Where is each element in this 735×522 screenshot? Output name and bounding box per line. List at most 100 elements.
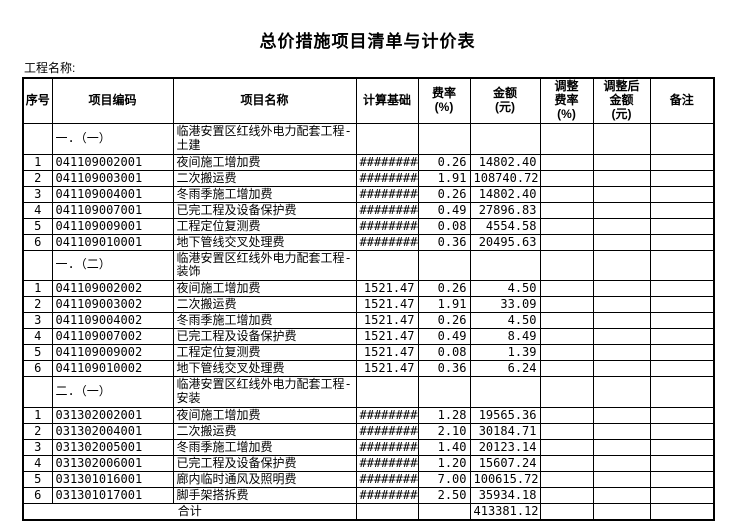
section-row: 一.（一） 临港安置区红线外电力配套工程-土建 [22,123,715,155]
cell-note [649,360,715,378]
cell-rate [417,376,471,408]
table-row: 2 041109003002 二次搬运费 1521.47 1.91 33.09 [22,296,715,314]
cell-seq: 3 [22,185,53,203]
cell-note [649,344,715,362]
table-row: 5031301016001廊内临时通风及照明费#########7.001006… [22,470,715,488]
cell-basis: 1521.47 [355,296,419,314]
cell-amount: 4.50 [469,280,541,298]
cell-seq: 4 [22,328,53,346]
cell-note [649,201,715,219]
cell-basis: ######### [355,233,419,251]
cell-adj-amount [592,438,651,456]
cell-code: 031301016001 [51,470,174,488]
cell-note [649,296,715,314]
cell-rate: 1.40 [417,438,471,456]
cell-seq: 2 [22,296,53,314]
cell-basis: ######### [355,185,419,203]
cell-code: 二.（一） [51,376,174,408]
cell-adj-amount [592,185,651,203]
cell-adj-rate [539,233,594,251]
cell-code: 031301017001 [51,486,174,504]
cell-basis: ######### [355,486,419,504]
cell-note [649,185,715,203]
cell-basis: ######### [355,201,419,219]
cell-basis [355,123,419,155]
cell-amount: 27896.83 [469,201,541,219]
cell-name: 夜间施工增加费 [172,406,357,424]
cell-adj-rate [539,296,594,314]
cell-adj-rate [539,201,594,219]
cell-note [649,486,715,504]
cell-adj-amount [592,360,651,378]
cell-code: 031302004001 [51,422,174,440]
cell-adj-amount [592,217,651,235]
cell-amount: 35934.18 [469,486,541,504]
cell-rate: 1.20 [417,454,471,472]
cell-adj-rate [539,185,594,203]
cell-note [649,422,715,440]
cell-adj-rate [539,376,594,408]
table-row: 5 041109009002 工程定位复测费 1521.47 0.08 1.39 [22,344,715,362]
cell-basis: ######### [355,438,419,456]
cell-rate [417,249,471,282]
table-row: 6 041109010002 地下管线交叉处理费 1521.47 0.36 6.24 [22,360,715,378]
cell-adj-amount [592,280,651,298]
cell-basis: ######### [355,470,419,488]
cell-amount: 4.50 [469,312,541,330]
cell-rate: 0.36 [417,233,471,251]
total-row: 合计 413381.12 [22,502,715,521]
cell-seq: 6 [22,486,53,504]
cell-name: 冬雨季施工增加费 [172,312,357,330]
cell-adj-rate [539,406,594,424]
cell-name: 临港安置区红线外电力配套工程-安装 [172,376,357,408]
cell-amount: 6.24 [469,360,541,378]
table-row: 1 041109002002 夜间施工增加费 1521.47 0.26 4.50 [22,280,715,298]
cell-name: 二次搬运费 [172,296,357,314]
page-title: 总价措施项目清单与计价表 [259,32,476,51]
cell-amount: 20495.63 [469,233,541,251]
table-row: 3 041109004002 冬雨季施工增加费 1521.47 0.26 4.50 [22,312,715,330]
cell-basis: 1521.47 [355,280,419,298]
cell-adj-rate [539,169,594,187]
cell-name: 已完工程及设备保护费 [172,328,357,346]
header-adj-rate: 调整 费率 (%) [539,77,594,124]
cell-note [649,280,715,298]
table-row: 4 041109007002 已完工程及设备保护费 1521.47 0.49 8.49 [22,328,715,346]
cell-name: 已完工程及设备保护费 [172,201,357,219]
cell-rate: 1.91 [417,296,471,314]
cell-adj-rate [539,123,594,155]
table-row: 3031302005001冬雨季施工增加费#########1.4020123.… [22,438,715,456]
cell-note [649,406,715,424]
cell-amount: 14802.40 [469,185,541,203]
cell-amount [469,123,541,155]
cell-adj-amount [592,296,651,314]
cell-basis [355,249,419,282]
total-label: 合计 [22,502,357,521]
cell-name: 地下管线交叉处理费 [172,233,357,251]
cell-rate: 0.49 [417,201,471,219]
header-basis: 计算基础 [355,77,419,124]
cell-code: 041109009002 [51,344,174,362]
cell-adj-rate [539,486,594,504]
cell-code: 041109002002 [51,280,174,298]
cell-adj-rate [539,438,594,456]
cell-seq: 3 [22,312,53,330]
header-adj-amount: 调整后 金额 (元) [592,77,651,124]
cell-adj-amount [592,123,651,155]
cell-adj-amount [592,406,651,424]
cell-name: 夜间施工增加费 [172,153,357,171]
cell-adj-rate [539,360,594,378]
cell-amount: 108740.72 [469,169,541,187]
cell-note [649,376,715,408]
cell-rate: 0.08 [417,217,471,235]
cell-amount [469,376,541,408]
cell-rate: 2.50 [417,486,471,504]
cell-note [649,438,715,456]
table-row: 4041109007001已完工程及设备保护费#########0.492789… [22,201,715,219]
cell-code: 031302005001 [51,438,174,456]
cell-adj-amount [592,422,651,440]
cell-rate: 0.08 [417,344,471,362]
cell-note [649,233,715,251]
